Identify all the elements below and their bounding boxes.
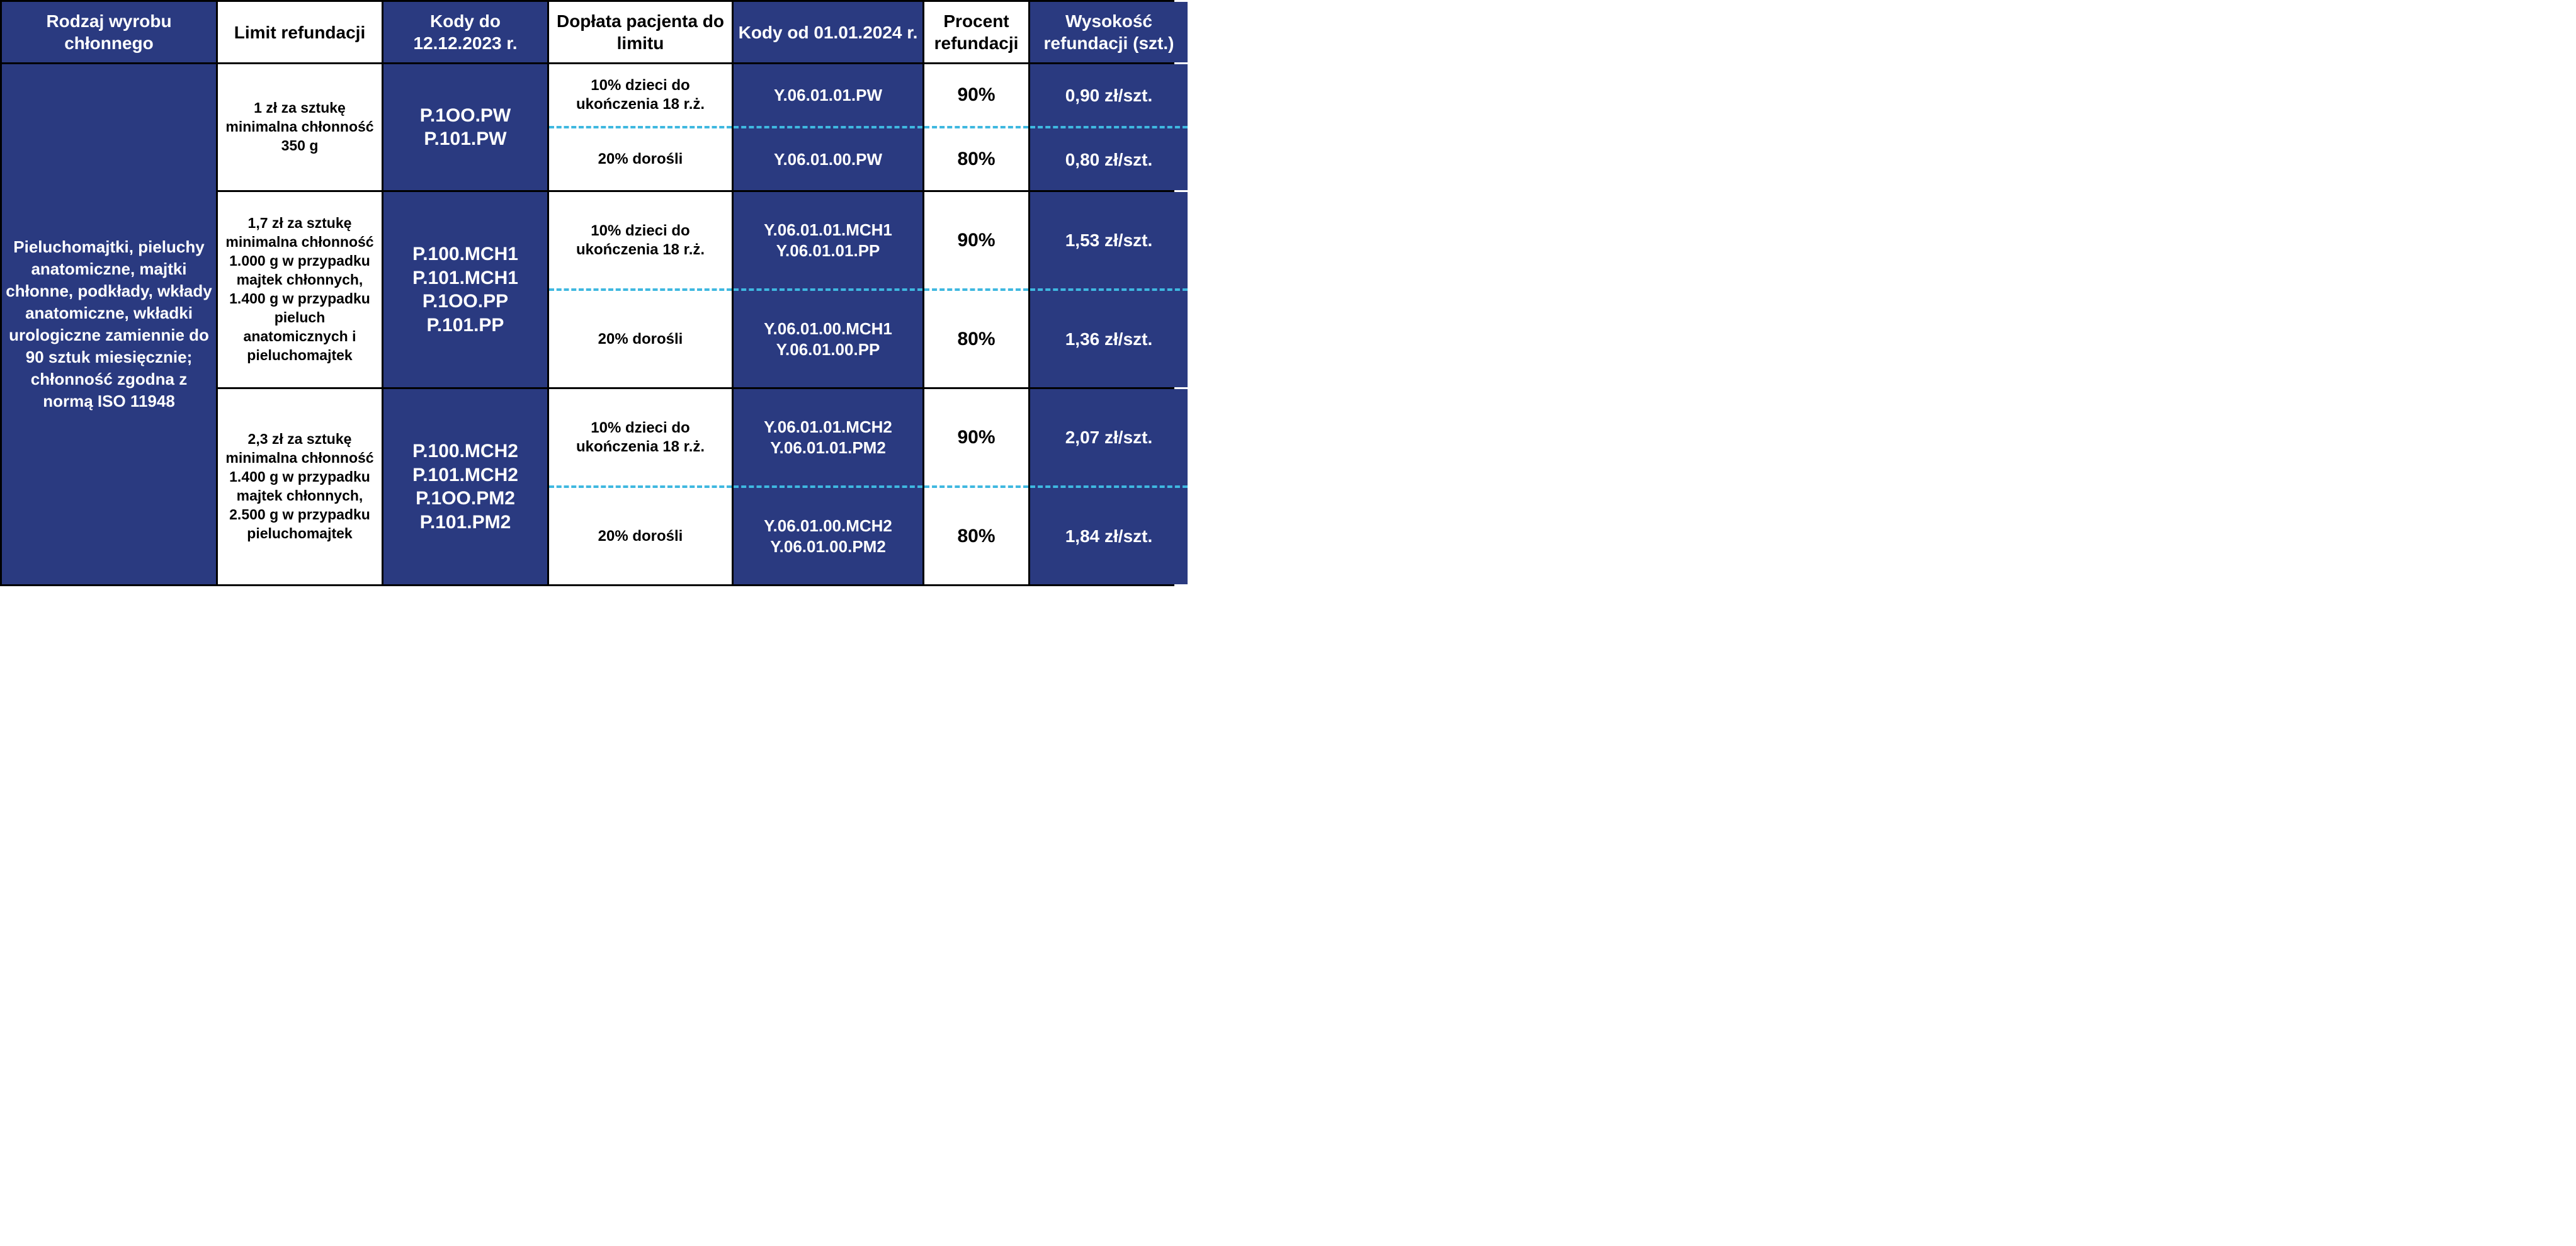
procent-row: 90% [924, 64, 1028, 126]
codes-new-subcol: Y.06.01.01.MCH1Y.06.01.01.PP Y.06.01.00.… [734, 192, 922, 387]
procent-row: 90% [924, 389, 1028, 485]
codes-new-row: Y.06.01.01.MCH2Y.06.01.01.PM2 [734, 389, 922, 485]
col-header-kody-od: Kody od 01.01.2024 r. [734, 2, 922, 62]
doplata-subcol: 10% dzieci do ukończenia 18 r.ż. 20% dor… [549, 192, 732, 387]
codes-new-row: Y.06.01.00.PW [734, 126, 922, 190]
wysokosc-subcol: 1,53 zł/szt. 1,36 zł/szt. [1030, 192, 1188, 387]
codes-new-row: Y.06.01.01.PW [734, 64, 922, 126]
doplata-row: 10% dzieci do ukończenia 18 r.ż. [549, 192, 732, 288]
codes-new-subcol: Y.06.01.01.MCH2Y.06.01.01.PM2 Y.06.01.00… [734, 389, 922, 584]
codes-old-cell: P.100.MCH2P.101.MCH2P.1OO.PM2P.101.PM2 [383, 389, 547, 584]
doplata-row: 20% dorośli [549, 126, 732, 190]
wysokosc-row: 1,36 zł/szt. [1030, 288, 1188, 387]
wysokosc-row: 0,90 zł/szt. [1030, 64, 1188, 126]
doplata-row: 20% dorośli [549, 288, 732, 387]
col-header-limit: Limit refundacji [218, 2, 382, 62]
limit-cell: 1 zł za sztukę minimalna chłonność 350 g [218, 64, 382, 190]
codes-old-cell: P.1OO.PWP.101.PW [383, 64, 547, 190]
limit-cell: 2,3 zł za sztukę minimalna chłonność 1.4… [218, 389, 382, 584]
procent-row: 90% [924, 192, 1028, 288]
col-header-wysokosc: Wysokość refundacji (szt.) [1030, 2, 1188, 62]
row-label-product-type: Pieluchomajtki, pieluchy anatomiczne, ma… [2, 64, 216, 584]
refund-table: Rodzaj wyrobu chłonnego Limit refundacji… [0, 0, 1174, 586]
doplata-row: 10% dzieci do ukończenia 18 r.ż. [549, 389, 732, 485]
doplata-row: 20% dorośli [549, 485, 732, 584]
wysokosc-subcol: 0,90 zł/szt. 0,80 zł/szt. [1030, 64, 1188, 190]
col-header-doplata: Dopłata pacjenta do limitu [549, 2, 732, 62]
doplata-row: 10% dzieci do ukończenia 18 r.ż. [549, 64, 732, 126]
codes-new-row: Y.06.01.00.MCH1Y.06.01.00.PP [734, 288, 922, 387]
wysokosc-row: 1,53 zł/szt. [1030, 192, 1188, 288]
col-header-rodzaj: Rodzaj wyrobu chłonnego [2, 2, 216, 62]
codes-new-row: Y.06.01.01.MCH1Y.06.01.01.PP [734, 192, 922, 288]
doplata-subcol: 10% dzieci do ukończenia 18 r.ż. 20% dor… [549, 64, 732, 190]
col-header-procent: Procent refundacji [924, 2, 1028, 62]
procent-subcol: 90% 80% [924, 64, 1028, 190]
codes-new-row: Y.06.01.00.MCH2Y.06.01.00.PM2 [734, 485, 922, 584]
wysokosc-subcol: 2,07 zł/szt. 1,84 zł/szt. [1030, 389, 1188, 584]
wysokosc-row: 1,84 zł/szt. [1030, 485, 1188, 584]
col-header-kody-do: Kody do 12.12.2023 r. [383, 2, 547, 62]
codes-new-subcol: Y.06.01.01.PW Y.06.01.00.PW [734, 64, 922, 190]
wysokosc-row: 0,80 zł/szt. [1030, 126, 1188, 190]
limit-cell: 1,7 zł za sztukę minimalna chłonność 1.0… [218, 192, 382, 387]
procent-row: 80% [924, 126, 1028, 190]
procent-subcol: 90% 80% [924, 192, 1028, 387]
procent-subcol: 90% 80% [924, 389, 1028, 584]
codes-old-cell: P.100.MCH1P.101.MCH1P.1OO.PPP.101.PP [383, 192, 547, 387]
doplata-subcol: 10% dzieci do ukończenia 18 r.ż. 20% dor… [549, 389, 732, 584]
wysokosc-row: 2,07 zł/szt. [1030, 389, 1188, 485]
procent-row: 80% [924, 485, 1028, 584]
procent-row: 80% [924, 288, 1028, 387]
